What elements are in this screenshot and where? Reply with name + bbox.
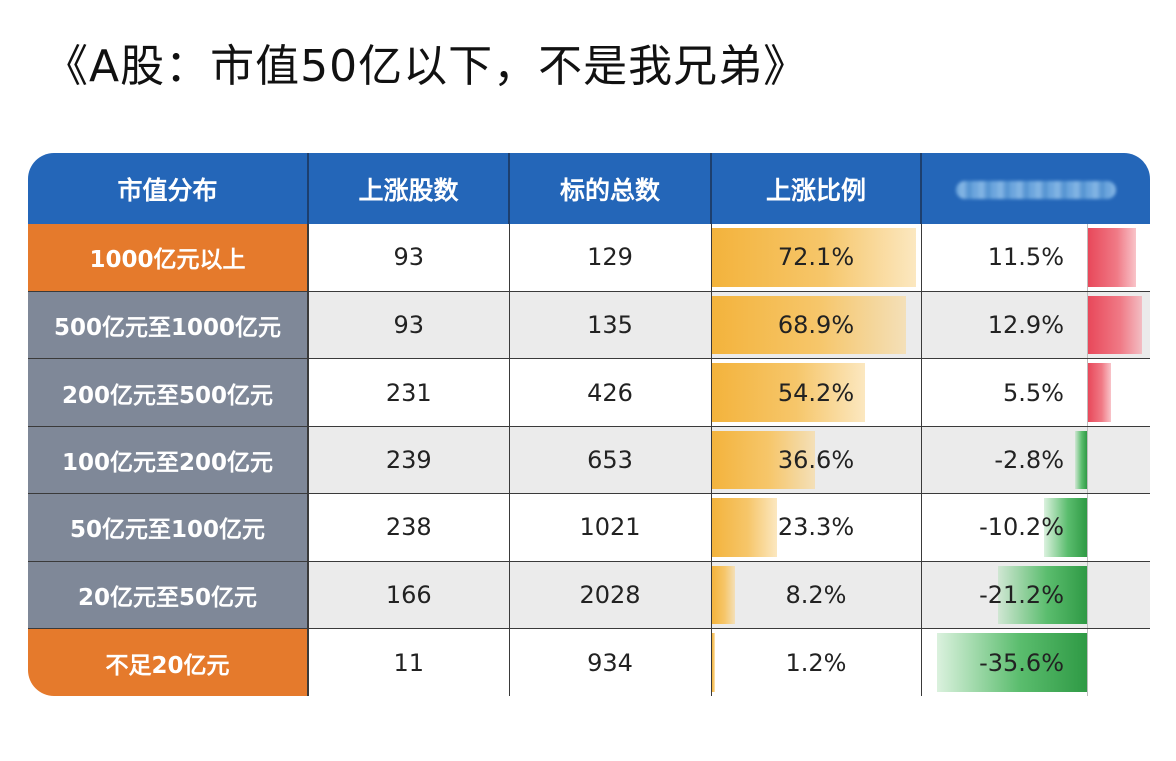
ratio-label: 8.2% [785, 580, 847, 609]
header-rising-count: 上涨股数 [308, 153, 510, 224]
change-cell: 12.9% [921, 291, 1150, 360]
change-label: 11.5% [987, 243, 1064, 272]
change-label: -2.8% [994, 445, 1064, 474]
total-count-cell: 2028 [509, 561, 712, 630]
table-row: 50亿元至100亿元 238 1021 23.3% -10.2% [28, 493, 1150, 562]
ratio-bar [711, 430, 816, 490]
ratio-bar [711, 228, 916, 287]
negative-change-bar [997, 565, 1087, 625]
market-cap-band-cell: 50亿元至100亿元 [28, 493, 309, 562]
table-row: 100亿元至200亿元 239 653 36.6% -2.8% [28, 426, 1150, 495]
change-label: -35.6% [979, 648, 1064, 677]
header-market-cap: 市值分布 [28, 153, 309, 224]
rising-ratio-cell: 54.2% [711, 358, 922, 427]
zero-line [1086, 291, 1088, 359]
ratio-label: 54.2% [777, 378, 855, 407]
ratio-bar [711, 295, 907, 355]
table-row: 20亿元至50亿元 166 2028 8.2% -21.2% [28, 561, 1150, 630]
change-cell: -10.2% [921, 493, 1150, 562]
market-cap-table: 市值分布 上涨股数 标的总数 上涨比例 1000亿元以上 93 129 72.1% 11… [28, 153, 1150, 696]
ratio-bar [711, 565, 735, 625]
rising-ratio-cell: 1.2% [711, 628, 922, 696]
total-count-cell: 653 [509, 426, 712, 495]
header-total-count: 标的总数 [509, 153, 712, 224]
change-cell: -21.2% [921, 561, 1150, 630]
negative-change-bar [1044, 498, 1087, 557]
market-cap-band-cell: 20亿元至50亿元 [28, 561, 309, 630]
rising-ratio-cell: 36.6% [711, 426, 922, 495]
zero-line [1086, 359, 1088, 426]
market-cap-band-cell: 不足20亿元 [28, 628, 309, 696]
change-label: -10.2% [979, 513, 1064, 542]
total-count-cell: 129 [509, 224, 712, 292]
negative-change-bar [937, 633, 1087, 692]
data-table: 市值分布 上涨股数 标的总数 上涨比例 1000亿元以上 93 129 72.1% 11… [28, 153, 1150, 696]
header-row: 市值分布 上涨股数 标的总数 上涨比例 [28, 153, 1150, 224]
zero-line [1086, 224, 1088, 291]
ratio-label: 72.1% [777, 243, 855, 272]
change-cell: -2.8% [921, 426, 1150, 495]
rising-ratio-cell: 68.9% [711, 291, 922, 360]
table-row: 不足20亿元 11 934 1.2% -35.6% [28, 628, 1150, 696]
change-cell: 5.5% [921, 358, 1150, 427]
change-label: 5.5% [1003, 378, 1064, 407]
ratio-bar [711, 363, 865, 422]
market-cap-band-cell: 200亿元至500亿元 [28, 358, 309, 427]
ratio-label: 36.6% [777, 445, 855, 474]
table-row: 1000亿元以上 93 129 72.1% 11.5% [28, 224, 1150, 292]
negative-change-bar [1075, 430, 1087, 490]
table-row: 200亿元至500亿元 231 426 54.2% 5.5% [28, 358, 1150, 427]
market-cap-band-cell: 100亿元至200亿元 [28, 426, 309, 495]
zero-line [1086, 494, 1088, 561]
positive-change-bar [1087, 295, 1142, 355]
market-cap-band-cell: 500亿元至1000亿元 [28, 291, 309, 360]
zero-line [1086, 561, 1088, 629]
ratio-bar [711, 633, 715, 692]
header-rising-ratio: 上涨比例 [711, 153, 922, 224]
rising-count-cell: 166 [308, 561, 510, 630]
rising-ratio-cell: 23.3% [711, 493, 922, 562]
rising-count-cell: 93 [308, 291, 510, 360]
total-count-cell: 934 [509, 628, 712, 696]
change-cell: -35.6% [921, 628, 1150, 696]
rising-count-cell: 239 [308, 426, 510, 495]
ratio-label: 23.3% [777, 513, 855, 542]
table-row: 500亿元至1000亿元 93 135 68.9% 12.9% [28, 291, 1150, 360]
post-title: 《A股：市值50亿以下，不是我兄弟》 [44, 41, 809, 92]
total-count-cell: 135 [509, 291, 712, 360]
total-count-cell: 426 [509, 358, 712, 427]
change-label: -21.2% [979, 580, 1064, 609]
zero-line [1086, 629, 1088, 696]
ratio-bar [711, 498, 778, 557]
rising-count-cell: 238 [308, 493, 510, 562]
header-blurred-column [921, 153, 1150, 224]
market-cap-band-cell: 1000亿元以上 [28, 224, 309, 292]
zero-line [1086, 426, 1088, 494]
rising-ratio-cell: 72.1% [711, 224, 922, 292]
positive-change-bar [1087, 228, 1136, 287]
positive-change-bar [1087, 363, 1111, 422]
change-label: 12.9% [987, 311, 1064, 340]
rising-count-cell: 231 [308, 358, 510, 427]
rising-ratio-cell: 8.2% [711, 561, 922, 630]
ratio-label: 68.9% [777, 311, 855, 340]
change-cell: 11.5% [921, 224, 1150, 292]
total-count-cell: 1021 [509, 493, 712, 562]
rising-count-cell: 11 [308, 628, 510, 696]
ratio-label: 1.2% [785, 648, 847, 677]
rising-count-cell: 93 [308, 224, 510, 292]
blurred-header-text [956, 181, 1116, 199]
